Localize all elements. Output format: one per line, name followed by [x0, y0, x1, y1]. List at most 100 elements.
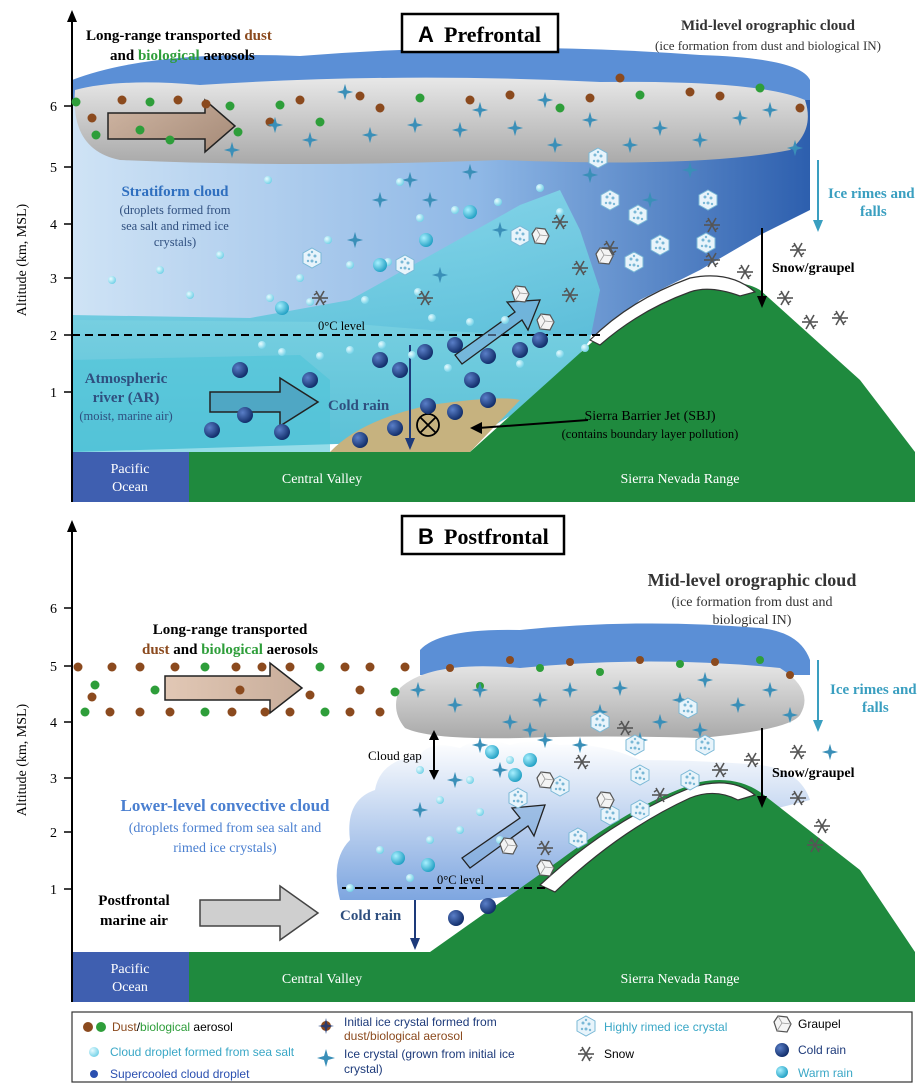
legend-cloud-droplet: Cloud droplet formed from sea salt [110, 1045, 295, 1059]
cold-rain-drop [352, 432, 368, 448]
cloud-droplet-icon [324, 236, 332, 244]
bio-aerosol-dot [91, 130, 101, 140]
central-valley-ground-b [189, 952, 915, 1002]
bio-aerosol-dot [676, 660, 684, 668]
graupel-icon [596, 791, 615, 809]
highly-rimed-crystal-icon [568, 827, 588, 849]
cloud-droplet-icon [556, 350, 564, 358]
highly-rimed-crystal-icon [628, 204, 648, 226]
dust-aerosol-dot [786, 671, 794, 679]
dust-aerosol-dot [87, 113, 97, 123]
dust-aerosol-dot [355, 685, 365, 695]
legend-cold-rain: Cold rain [798, 1043, 846, 1057]
bio-aerosol-dot [200, 662, 210, 672]
valley-label-b: Central Valley [282, 972, 362, 987]
convective-sub-2: rimed ice crystals) [173, 841, 277, 856]
bio-aerosol-dot [315, 662, 325, 672]
cloud-droplet-icon [536, 184, 544, 192]
bio-aerosol-dot [225, 101, 235, 111]
graupel-icon [595, 247, 614, 265]
cloud-droplet-icon [266, 294, 274, 302]
highly-rimed-crystal-icon [600, 189, 620, 211]
convective-title: Lower-level convective cloud [121, 796, 331, 815]
cloud-droplet-icon [456, 826, 464, 834]
dust-aerosol-dot [170, 662, 180, 672]
bio-aerosol-dot [80, 707, 90, 717]
cold-rain-drop [302, 372, 318, 388]
stratiform-sub-3: crystals) [154, 235, 196, 249]
dust-aerosol-dot [711, 658, 719, 666]
dust-aerosol-dot [231, 662, 241, 672]
highly-rimed-crystal-icon [630, 764, 650, 786]
snowflake-icon [789, 744, 807, 760]
bio-aerosol-dot [135, 125, 145, 135]
cloud-droplet-icon [346, 261, 354, 269]
legend-supercooled-icon [90, 1070, 98, 1078]
tick-a-1: 1 [50, 386, 57, 401]
dust-aerosol-dot [257, 662, 267, 672]
highly-rimed-crystal-icon [395, 254, 415, 276]
bio-aerosol-dot [635, 90, 645, 100]
warm-rain-drop [419, 233, 433, 247]
panel-b: 1 2 3 4 5 6 Altitude (km, MSL) B Postfro… [15, 514, 917, 1002]
bio-aerosol-dot [756, 656, 764, 664]
legend-droplet-icon [89, 1047, 99, 1057]
orographic-title-a: Mid-level orographic cloud [681, 18, 856, 34]
cold-rain-a: Cold rain [328, 398, 390, 414]
tick-b-1: 1 [50, 883, 57, 898]
legend-highly-rimed: Highly rimed ice crystal [604, 1020, 727, 1034]
legend-initial-ice-icon [318, 1018, 334, 1034]
cloud-droplet-icon [108, 276, 116, 284]
cold-rain-drop [512, 342, 528, 358]
cold-rain-drop [447, 337, 463, 353]
legend-warm-rain: Warm rain [798, 1066, 853, 1080]
badge-b-letter: B [418, 524, 434, 549]
cloud-droplet-icon [428, 314, 436, 322]
cold-rain-drop [464, 372, 480, 388]
bio-aerosol-dot [415, 93, 425, 103]
zero-c-level-b: 0°C level [437, 873, 485, 887]
tick-a-6: 6 [50, 100, 57, 115]
tick-b-5: 5 [50, 660, 57, 675]
dust-aerosol-dot [107, 662, 117, 672]
legend-ice-crystal-1: Ice crystal (grown from initial ice [344, 1047, 515, 1061]
cloud-droplet-icon [361, 296, 369, 304]
legend-initial-ice-1: Initial ice crystal formed from [344, 1015, 497, 1029]
tick-a-5: 5 [50, 161, 57, 176]
cloud-droplet-icon [556, 208, 564, 216]
warm-rain-drop [523, 753, 537, 767]
dust-aerosol-dot [685, 87, 695, 97]
bio-aerosol-dot [320, 707, 330, 717]
legend-dust-dot [83, 1022, 93, 1032]
cloud-droplet-icon [396, 178, 404, 186]
legend-warm-rain-icon [776, 1066, 788, 1078]
sierra-nevada-mountain-b [430, 779, 915, 952]
ocean-label-a-2: Ocean [112, 480, 148, 495]
range-label-a: Sierra Nevada Range [621, 472, 740, 487]
pacific-ocean-a [72, 452, 189, 502]
cold-rain-drop [387, 420, 403, 436]
snowflake-icon [789, 242, 807, 258]
dust-aerosol-dot [117, 95, 127, 105]
long-range-text-a: Long-range transported dust [86, 28, 272, 44]
warm-rain-drop [508, 768, 522, 782]
bio-aerosol-dot [555, 103, 565, 113]
highly-rimed-crystal-icon [510, 225, 530, 247]
cloud-droplet-icon [346, 346, 354, 354]
cold-rain-drop [420, 398, 436, 414]
orographic-sub-b-2: biological IN) [713, 613, 792, 628]
cold-rain-drop [448, 910, 464, 926]
dust-aerosol-dot [615, 73, 625, 83]
grey-aerosol-layer-a [74, 77, 808, 164]
warm-rain-drop [391, 851, 405, 865]
snowflake-icon [736, 264, 754, 280]
cloud-droplet-icon [444, 364, 452, 372]
long-range-text-b-2: dust and biological aerosols [142, 642, 318, 658]
highly-rimed-crystal-icon [695, 734, 715, 756]
legend-ice-crystal-2: crystal) [344, 1062, 383, 1076]
cloud-droplet-icon [264, 176, 272, 184]
dust-aerosol-dot [375, 103, 385, 113]
highly-rimed-crystal-icon [698, 189, 718, 211]
dust-aerosol-dot [285, 662, 295, 672]
dust-aerosol-dot [715, 91, 725, 101]
